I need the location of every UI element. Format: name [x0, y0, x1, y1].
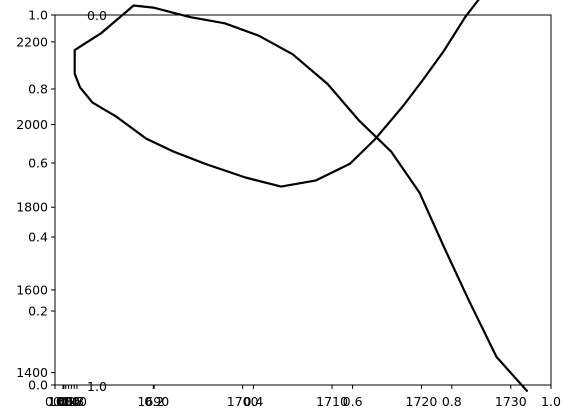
data-x-tick-label: 1680 — [48, 394, 80, 409]
data-y-tick-label: 2200 — [16, 34, 48, 49]
unit-y-tick-label: 0.2 — [28, 304, 48, 319]
unit-y-tick-label: 0.0 — [28, 378, 48, 393]
tick-marks — [51, 14, 552, 389]
rotated-x-tick-label: 1.0 — [67, 394, 87, 409]
data-x-tick-label: 1690 — [137, 394, 169, 409]
plot-frame — [54, 14, 552, 386]
unit-x-tick-label: 0.0 — [45, 394, 65, 409]
rotated-y-tick-label: 0.0 — [87, 8, 107, 23]
data-x-tick-label: 1720 — [406, 394, 438, 409]
series-layer — [73, 0, 529, 392]
rotated-y-tick-label: 1.0 — [87, 379, 107, 394]
data-y-tick-label: 2000 — [16, 117, 48, 132]
unit-x-tick-label: 1.0 — [541, 394, 561, 409]
data-x-tick-label: 1710 — [316, 394, 348, 409]
unit-x-tick-label: 0.8 — [442, 394, 462, 409]
rotated-x-tick-label: 0.6 — [61, 394, 81, 409]
rotated-x-tick-label: 0.8 — [64, 394, 84, 409]
series-line — [73, 0, 529, 392]
data-y-tick-label: 1600 — [16, 282, 48, 297]
unit-x-tick-label: 0.2 — [144, 394, 164, 409]
data-x-tick-label: 1700 — [227, 394, 259, 409]
rotated-x-tick-label: 0.2 — [56, 394, 76, 409]
unit-y-tick-label: 0.6 — [28, 156, 48, 171]
unit-y-tick-label: 0.8 — [28, 82, 48, 97]
unit-y-tick-label: 1.0 — [28, 8, 48, 23]
unit-x-tick-label: 0.4 — [243, 394, 263, 409]
data-y-tick-label: 1800 — [16, 200, 48, 215]
unit-x-tick-label: 0.6 — [343, 394, 363, 409]
plot-background — [55, 15, 551, 385]
rotated-x-tick-label: 0.4 — [59, 394, 79, 409]
data-y-tick-label: 1400 — [16, 365, 48, 380]
rotated-x-tick-label: 0.0 — [53, 394, 73, 409]
data-x-tick-label: 1730 — [495, 394, 527, 409]
unit-y-tick-label: 0.4 — [28, 230, 48, 245]
tick-labels: 0.0 0.2 0.4 0.6 0.8 1.00.00.20.40.60.81.00.00… — [16, 8, 561, 410]
